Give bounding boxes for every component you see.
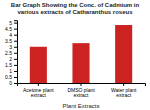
- x-tick: DMSO plantextract: [67, 83, 95, 98]
- y-tick-mark: [14, 71, 17, 72]
- x-axis-title: Plant Extracts: [62, 103, 99, 109]
- text-line: extract: [31, 92, 47, 98]
- y-tick-mark: [14, 59, 17, 60]
- y-tick: 0.5: [5, 74, 17, 80]
- y-tick: 0: [9, 80, 17, 86]
- y-tick-label: 1: [9, 68, 12, 74]
- y-tick-label: 0: [9, 80, 12, 86]
- y-tick: 4.5: [5, 26, 17, 32]
- y-tick: 4: [9, 32, 17, 38]
- y-tick-label: 5: [9, 20, 12, 26]
- y-tick-mark: [14, 77, 17, 78]
- x-tick-label: Water plantextract: [111, 87, 137, 99]
- y-tick: 1.5: [5, 62, 17, 68]
- y-tick-mark: [14, 29, 17, 30]
- y-tick-mark: [14, 41, 17, 42]
- y-tick: 3.5: [5, 38, 17, 44]
- y-tick-label: 3.5: [5, 38, 12, 44]
- y-tick-mark: [14, 35, 17, 36]
- bar: [72, 43, 89, 83]
- y-tick-mark: [14, 83, 17, 84]
- bar: [30, 47, 47, 83]
- bars: [30, 25, 132, 83]
- x-tick-label: DMSO plantextract: [67, 87, 95, 99]
- x-tick-mark: [38, 83, 39, 86]
- x-tick-label: Acetone plantextract: [23, 87, 54, 99]
- y-tick-mark: [14, 23, 17, 24]
- bar: [115, 25, 132, 83]
- y-tick-label: 0.5: [5, 74, 12, 80]
- x-axis: Acetone plantextract DMSO plantextract Wat…: [18, 83, 146, 98]
- y-axis: 00.511.522.533.544.55: [5, 20, 17, 86]
- y-tick-mark: [14, 53, 17, 54]
- y-tick: 2.5: [5, 50, 17, 56]
- text-line: extract: [116, 92, 132, 98]
- chart-title: Bar Graph Showing the Conc. of Cadmium i…: [11, 2, 140, 15]
- y-tick-label: 3: [9, 44, 12, 50]
- x-tick: Acetone plantextract: [23, 83, 54, 98]
- x-tick-mark: [123, 83, 124, 86]
- y-tick-label: 1.5: [5, 62, 12, 68]
- y-tick: 1: [9, 68, 17, 74]
- y-tick-label: 4: [9, 32, 12, 38]
- y-tick-mark: [14, 47, 17, 48]
- text-line: Bar Graph Showing the Conc. of Cadmium i…: [11, 2, 140, 8]
- chart-svg: Bar Graph Showing the Conc. of Cadmium i…: [0, 0, 150, 110]
- y-tick-mark: [14, 65, 17, 66]
- y-tick: 5: [9, 20, 17, 26]
- y-tick: 3: [9, 44, 17, 50]
- chart-container: Bar Graph Showing the Conc. of Cadmium i…: [0, 0, 150, 110]
- y-axis-line: [14, 21, 18, 84]
- y-tick-label: 2.5: [5, 50, 12, 56]
- text-line: extract: [73, 92, 89, 98]
- x-tick: Water plantextract: [111, 83, 137, 98]
- x-tick-mark: [81, 83, 82, 86]
- y-tick-label: 2: [9, 56, 12, 62]
- y-tick: 2: [9, 56, 17, 62]
- y-tick-label: 4.5: [5, 26, 12, 32]
- text-line: various extracts of Catharanthus roseus: [17, 9, 133, 15]
